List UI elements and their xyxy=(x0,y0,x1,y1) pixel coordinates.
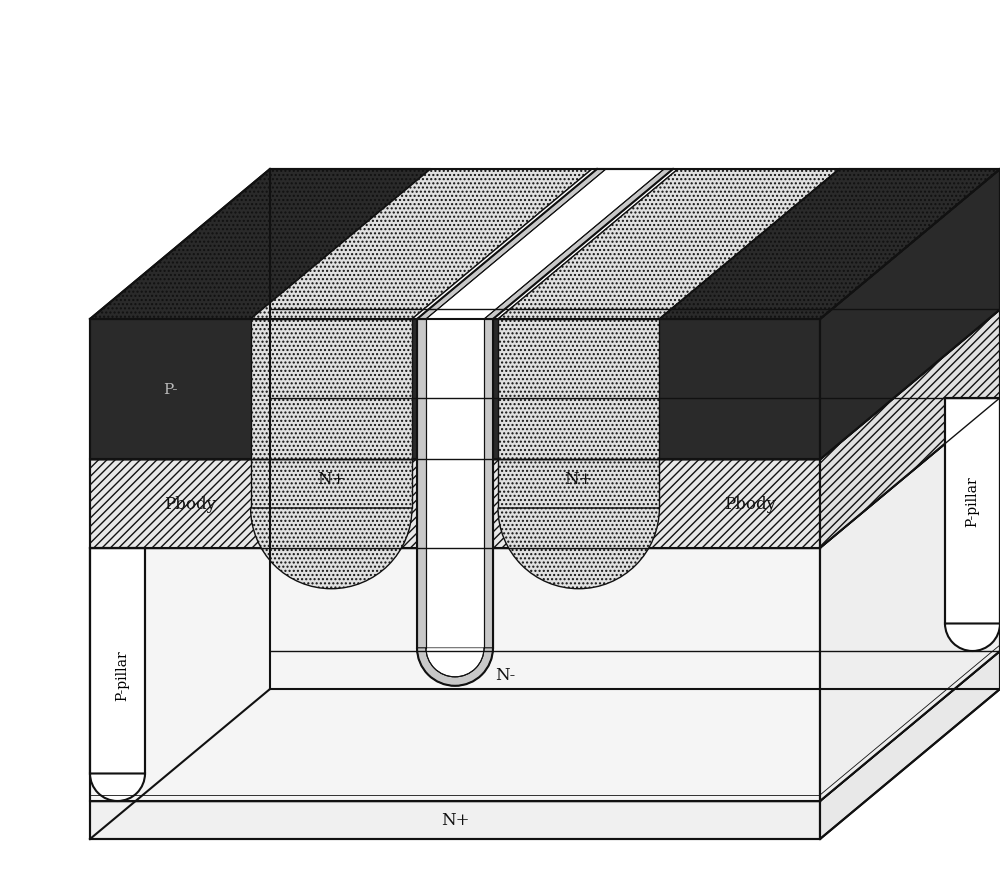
Polygon shape xyxy=(426,320,484,648)
Polygon shape xyxy=(90,398,1000,548)
Text: N+: N+ xyxy=(564,471,593,488)
Polygon shape xyxy=(820,169,1000,460)
Polygon shape xyxy=(90,320,820,460)
Polygon shape xyxy=(484,320,493,648)
Text: N+: N+ xyxy=(317,471,346,488)
Polygon shape xyxy=(90,460,820,548)
Polygon shape xyxy=(90,651,1000,801)
Text: P-pillar: P-pillar xyxy=(116,649,130,700)
Polygon shape xyxy=(90,169,431,320)
Polygon shape xyxy=(251,169,592,320)
Wedge shape xyxy=(498,508,659,589)
Polygon shape xyxy=(820,310,1000,548)
Polygon shape xyxy=(484,169,673,320)
Text: N+: N+ xyxy=(441,812,469,828)
Polygon shape xyxy=(417,320,426,648)
Wedge shape xyxy=(945,624,1000,651)
Text: N-: N- xyxy=(495,667,515,683)
Text: P-pillar: P-pillar xyxy=(966,475,980,527)
Wedge shape xyxy=(251,508,412,589)
Polygon shape xyxy=(412,169,678,320)
Wedge shape xyxy=(90,773,145,801)
Polygon shape xyxy=(90,548,820,801)
Polygon shape xyxy=(498,460,659,508)
Text: P-: P- xyxy=(163,382,178,397)
Polygon shape xyxy=(251,460,412,508)
Wedge shape xyxy=(426,648,484,677)
Polygon shape xyxy=(498,320,659,460)
Wedge shape xyxy=(417,648,493,686)
Polygon shape xyxy=(498,169,839,320)
Polygon shape xyxy=(90,310,1000,460)
Polygon shape xyxy=(251,320,412,460)
Polygon shape xyxy=(417,169,606,320)
Polygon shape xyxy=(820,651,1000,839)
Polygon shape xyxy=(659,169,1000,320)
Text: Pbody: Pbody xyxy=(724,495,776,513)
Text: Pbody: Pbody xyxy=(164,495,216,513)
Polygon shape xyxy=(426,169,664,320)
Polygon shape xyxy=(945,398,1000,624)
Polygon shape xyxy=(820,398,1000,801)
Polygon shape xyxy=(90,801,820,839)
Polygon shape xyxy=(90,548,145,773)
